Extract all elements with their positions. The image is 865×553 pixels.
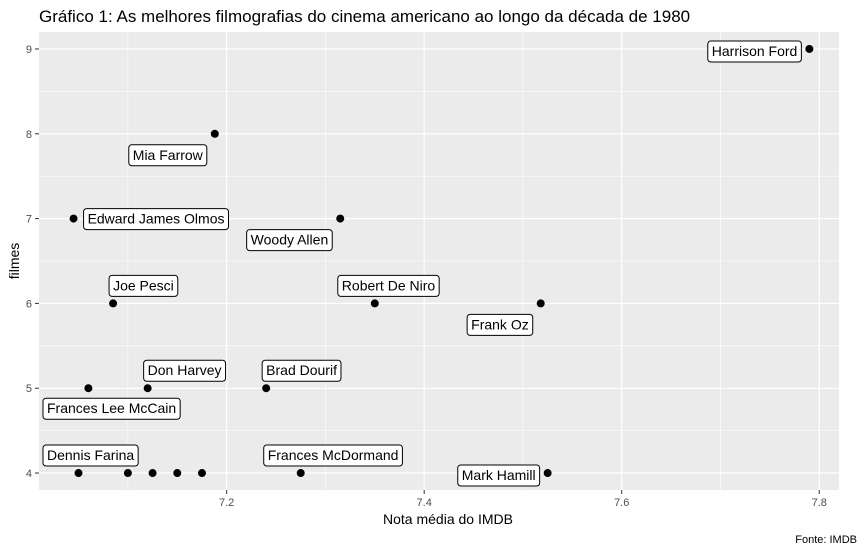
point-label-box bbox=[128, 144, 208, 167]
point-label-text: Woody Allen bbox=[251, 232, 329, 248]
y-tick-label: 5 bbox=[26, 383, 32, 395]
point-label: Joe Pesci bbox=[108, 274, 179, 297]
point-label: Mark Hamill bbox=[457, 464, 541, 487]
data-point bbox=[336, 214, 345, 223]
point-label-box bbox=[457, 464, 541, 487]
point-label: Woody Allen bbox=[246, 229, 333, 252]
point-label: Dennis Farina bbox=[42, 444, 139, 467]
data-point bbox=[296, 469, 305, 478]
point-label-text: Brad Dourif bbox=[266, 362, 337, 378]
point-label-box bbox=[466, 313, 534, 336]
point-label-text: Robert De Niro bbox=[342, 277, 436, 293]
data-point bbox=[262, 384, 271, 393]
point-label: Frances McDormand bbox=[263, 444, 403, 467]
point-label: Harrison Ford bbox=[707, 40, 802, 63]
point-label-box bbox=[108, 274, 179, 297]
point-label: Robert De Niro bbox=[337, 274, 440, 297]
data-point bbox=[173, 469, 182, 478]
y-tick-label: 4 bbox=[26, 468, 32, 480]
y-tick-label: 9 bbox=[26, 44, 32, 56]
data-point bbox=[197, 469, 206, 478]
point-label: Frank Oz bbox=[466, 313, 534, 336]
point-label: Brad Dourif bbox=[261, 359, 342, 382]
point-label-text: Edward James Olmos bbox=[88, 211, 225, 227]
point-label-text: Mia Farrow bbox=[133, 147, 204, 163]
data-point bbox=[74, 469, 83, 478]
point-label-box bbox=[707, 40, 802, 63]
y-tick-label: 8 bbox=[26, 129, 32, 141]
point-label-box bbox=[143, 359, 227, 382]
data-points bbox=[69, 44, 814, 478]
point-label-text: Mark Hamill bbox=[462, 467, 536, 483]
point-label-box bbox=[42, 397, 181, 420]
y-axis-title: filmes bbox=[6, 243, 22, 280]
point-label-text: Frank Oz bbox=[471, 316, 529, 332]
chart-title: Gráfico 1: As melhores filmografias do c… bbox=[39, 7, 690, 26]
x-tick-label: 7.6 bbox=[614, 497, 629, 509]
data-point bbox=[148, 469, 157, 478]
point-label-text: Dennis Farina bbox=[47, 447, 134, 463]
data-point bbox=[143, 384, 152, 393]
data-point bbox=[84, 384, 93, 393]
data-point bbox=[536, 299, 545, 308]
point-label: Edward James Olmos bbox=[83, 208, 230, 231]
data-point bbox=[123, 469, 132, 478]
chart-caption: Fonte: IMDB bbox=[795, 534, 857, 546]
grid-minor bbox=[39, 32, 839, 490]
point-label-text: Harrison Ford bbox=[712, 43, 798, 59]
x-tick-label: 7.8 bbox=[812, 497, 827, 509]
data-point bbox=[210, 129, 219, 138]
y-axis-ticks: 4 5 6 7 8 9 bbox=[26, 44, 39, 480]
data-point bbox=[109, 299, 118, 308]
point-label-text: Don Harvey bbox=[148, 362, 222, 378]
point-label-text: Joe Pesci bbox=[113, 277, 174, 293]
point-label: Don Harvey bbox=[143, 359, 227, 382]
point-label-box bbox=[263, 444, 403, 467]
x-tick-label: 7.4 bbox=[417, 497, 432, 509]
data-point bbox=[69, 214, 78, 223]
y-tick-label: 6 bbox=[26, 298, 32, 310]
data-point bbox=[805, 44, 814, 53]
point-label-box bbox=[42, 444, 139, 467]
point-label-box bbox=[83, 208, 230, 231]
point-label-box bbox=[337, 274, 440, 297]
x-axis-title: Nota média do IMDB bbox=[383, 511, 513, 527]
x-tick-label: 7.2 bbox=[219, 497, 234, 509]
point-labels: Harrison Ford Mia Farrow Edward James Olmo… bbox=[42, 40, 802, 487]
point-label-box bbox=[246, 229, 333, 252]
point-label: Mia Farrow bbox=[128, 144, 208, 167]
data-point bbox=[543, 469, 552, 478]
x-axis-ticks: 7.2 7.4 7.6 7.8 bbox=[219, 490, 827, 509]
y-tick-label: 7 bbox=[26, 214, 32, 226]
grid-major bbox=[39, 32, 839, 490]
point-label: Frances Lee McCain bbox=[42, 397, 181, 420]
point-label-text: Frances Lee McCain bbox=[47, 400, 176, 416]
data-point bbox=[370, 299, 379, 308]
point-label-text: Frances McDormand bbox=[268, 447, 399, 463]
point-label-box bbox=[261, 359, 342, 382]
